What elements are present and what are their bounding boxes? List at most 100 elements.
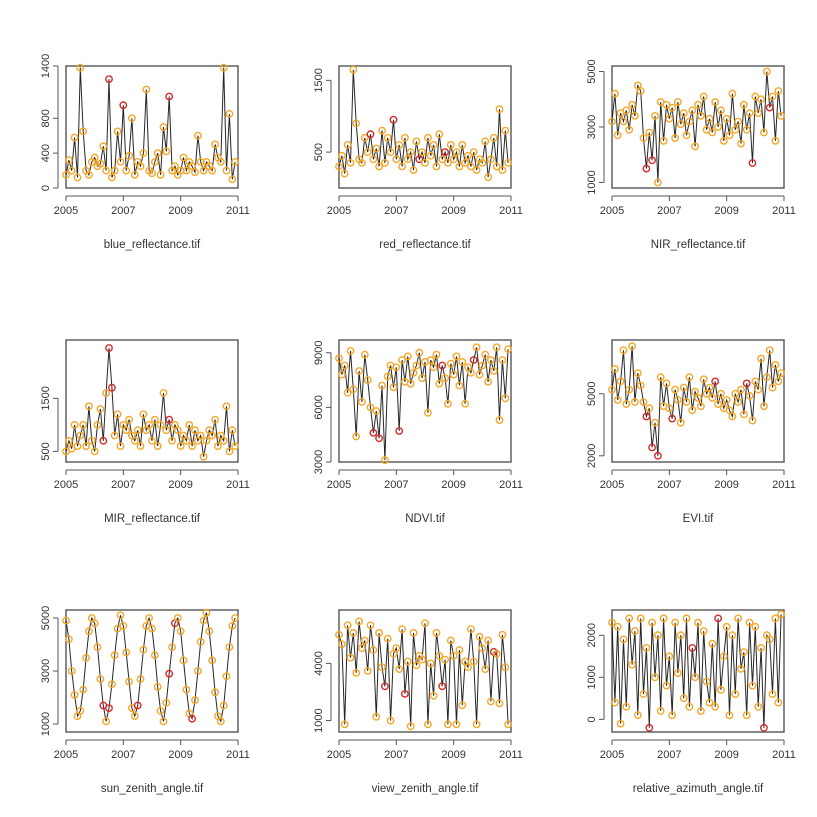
data-point (633, 369, 642, 377)
data-point (754, 702, 763, 711)
data-point (432, 350, 441, 359)
data-point (125, 415, 134, 424)
x-tick-label: 2005 (54, 205, 78, 217)
data-point (705, 114, 714, 123)
data-point (96, 405, 105, 413)
data-point (199, 616, 208, 625)
data-point (665, 652, 674, 661)
data-point (455, 162, 464, 171)
data-point (737, 665, 745, 673)
data-point (130, 436, 139, 445)
x-axis-label: relative_azimuth_angle.tif (633, 783, 764, 795)
data-point (461, 158, 469, 167)
data-point (443, 720, 452, 729)
y-tick-label: 9000 (313, 341, 325, 365)
data-point-red (645, 723, 654, 732)
data-point (130, 712, 139, 720)
data-point (62, 170, 70, 179)
data-point (694, 100, 702, 109)
x-tick-label: 2005 (600, 749, 624, 761)
data-point (472, 343, 481, 352)
data-point (446, 359, 455, 368)
data-point (139, 149, 148, 158)
data-point (337, 640, 346, 649)
data-point (492, 649, 501, 658)
data-point (389, 383, 398, 392)
data-point (340, 720, 349, 729)
data-point (335, 630, 343, 639)
x-tick-label: 2007 (657, 205, 681, 217)
y-tick-label: 500 (313, 143, 325, 161)
data-point (432, 629, 441, 637)
data-point-red (389, 115, 398, 124)
data-point (130, 170, 139, 179)
data-point (208, 656, 217, 665)
x-tick-label: 2009 (714, 479, 738, 491)
data-point (70, 133, 79, 142)
data-point (357, 158, 366, 167)
data-point-red (105, 75, 113, 84)
data-point (222, 166, 231, 175)
data-point (102, 166, 111, 175)
data-point (659, 614, 668, 623)
data-point (498, 630, 507, 639)
data-point-red (188, 714, 197, 723)
data-point (498, 356, 507, 364)
data-point (369, 155, 378, 164)
data-point (429, 363, 438, 372)
data-point-red (105, 704, 113, 712)
x-tick-label: 2009 (714, 205, 738, 217)
data-point (722, 396, 731, 404)
data-point (504, 158, 512, 167)
data-point (714, 123, 722, 131)
data-point (222, 402, 231, 411)
data-point (731, 389, 740, 398)
data-point (403, 352, 412, 361)
data-point (469, 148, 478, 157)
data-point (125, 151, 134, 160)
data-point (122, 426, 131, 435)
data-point (636, 381, 645, 390)
data-point (102, 389, 111, 397)
data-point (628, 100, 636, 109)
y-tick-label: 3000 (586, 115, 598, 139)
data-point-red (395, 427, 404, 435)
data-point (705, 698, 714, 707)
data-point (426, 356, 435, 364)
data-point (668, 711, 677, 720)
y-tick-label: 0 (40, 185, 52, 191)
data-point (386, 716, 395, 725)
data-point (110, 166, 119, 175)
data-point (378, 663, 386, 672)
data-point (398, 625, 406, 633)
data-point (343, 388, 352, 397)
data-point (73, 173, 82, 182)
data-point (722, 114, 731, 123)
data-point (398, 162, 406, 171)
data-point (99, 142, 108, 151)
data-point (452, 720, 461, 729)
data-point-red (654, 451, 662, 460)
data-point (82, 442, 91, 450)
data-point (193, 131, 202, 140)
data-point (751, 377, 760, 386)
data-point (719, 136, 728, 145)
data-point (153, 683, 162, 691)
x-axis-label: MIR_reflectance.tif (104, 513, 201, 525)
data-point (671, 385, 679, 394)
data-point (708, 639, 717, 648)
data-point (96, 159, 105, 168)
data-point (619, 117, 628, 126)
data-point (628, 660, 636, 669)
data-point (760, 402, 768, 411)
data-point (734, 117, 742, 126)
y-tick-label: 1500 (313, 68, 325, 92)
x-tick-label: 2007 (657, 479, 681, 491)
data-point (481, 137, 490, 146)
data-point (199, 452, 208, 461)
data-point (196, 637, 205, 646)
data-point-red (400, 690, 409, 698)
data-point (613, 131, 622, 140)
data-point (774, 698, 783, 707)
y-tick-label: 1000 (313, 708, 325, 732)
